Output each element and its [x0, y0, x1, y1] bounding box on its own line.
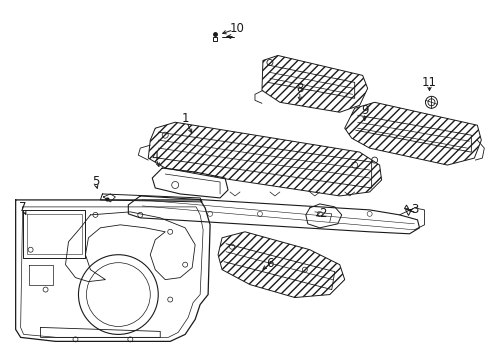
Text: 4: 4 — [151, 150, 159, 163]
Text: 1: 1 — [181, 112, 188, 125]
Text: 5: 5 — [92, 175, 99, 189]
Text: 7: 7 — [19, 201, 26, 215]
Text: 2: 2 — [318, 207, 326, 220]
Text: 11: 11 — [421, 76, 436, 89]
Text: 9: 9 — [360, 104, 367, 117]
Text: 10: 10 — [229, 22, 244, 35]
Text: 3: 3 — [410, 203, 417, 216]
Text: 8: 8 — [296, 82, 303, 95]
Text: 6: 6 — [265, 257, 273, 270]
